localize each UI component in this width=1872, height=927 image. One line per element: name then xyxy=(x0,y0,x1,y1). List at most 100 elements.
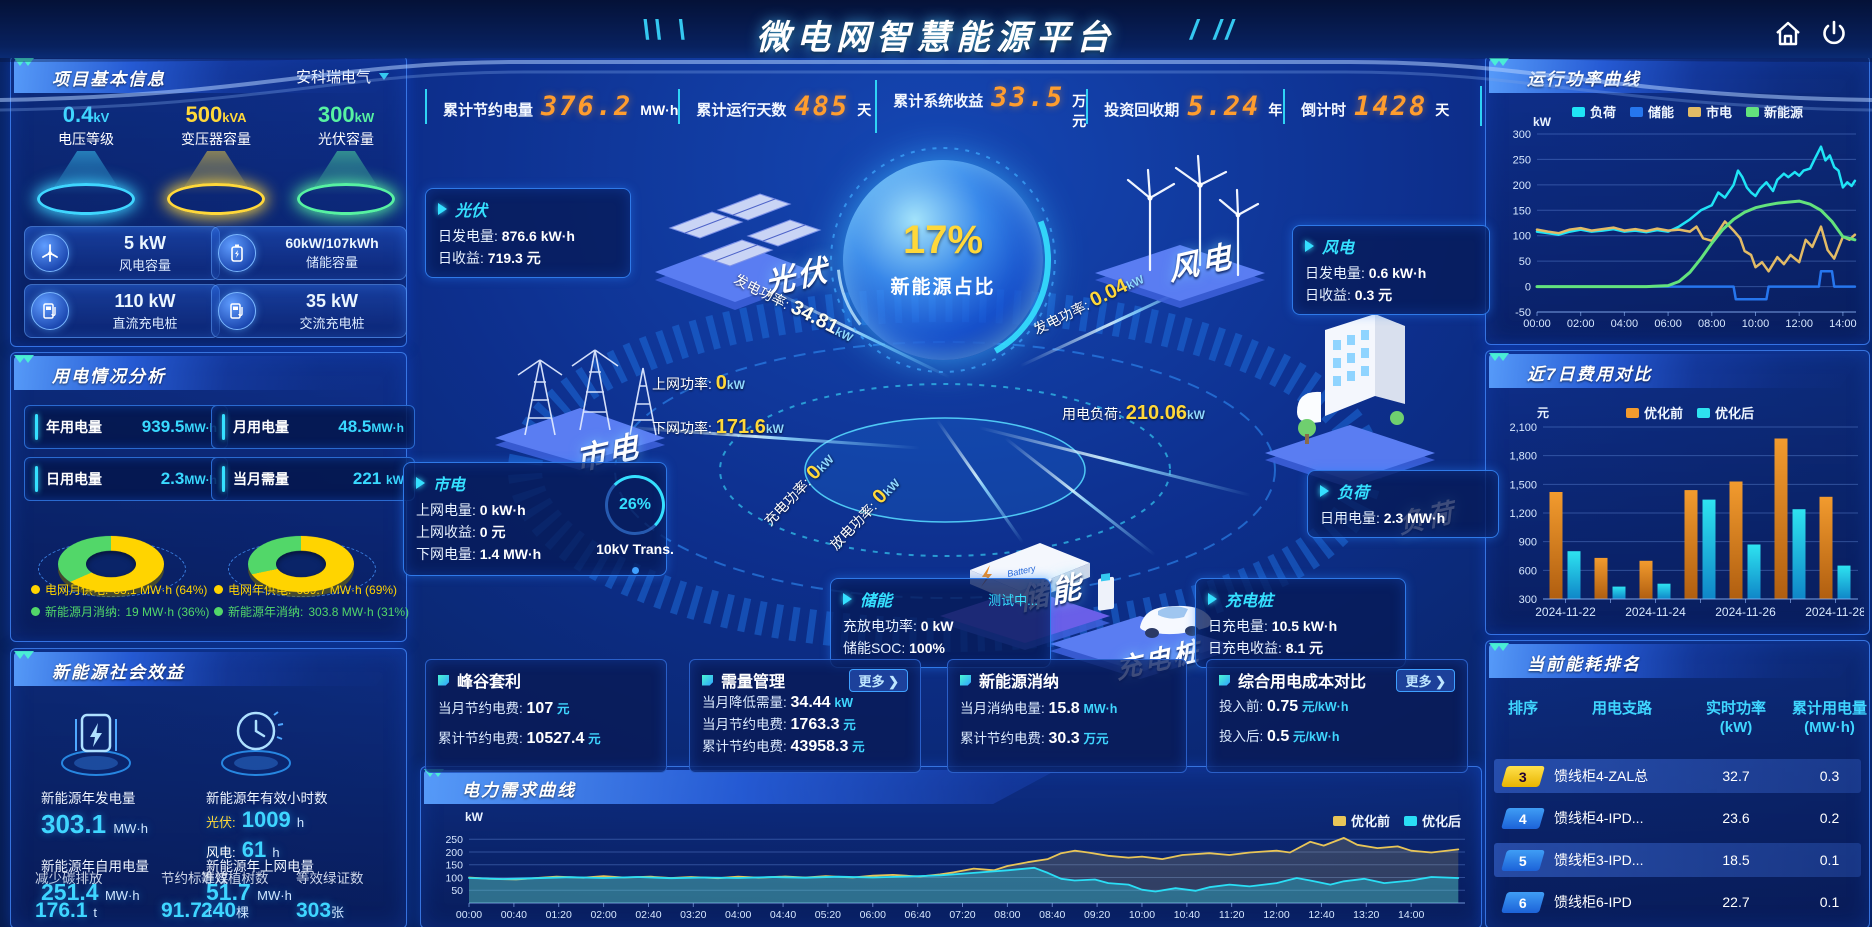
legend-newenergy-year: 新能源年消纳: 303.8 MW·h (31%) xyxy=(214,603,409,620)
svg-text:01:20: 01:20 xyxy=(546,909,572,921)
legend-item[interactable]: 优化后 xyxy=(1403,811,1461,830)
svg-text:600: 600 xyxy=(1519,565,1537,577)
svg-text:08:00: 08:00 xyxy=(1698,318,1726,330)
svg-text:14:00: 14:00 xyxy=(1398,909,1424,921)
charging-pile-icon xyxy=(218,292,256,330)
card-peak-valley: 峰谷套利 当月节约电费: 107 元 累计节约电费: 10527.4 元 xyxy=(425,659,667,773)
svg-text:02:40: 02:40 xyxy=(635,909,661,921)
wind-hours: 风电: 61 h xyxy=(206,837,280,862)
newenergy-pct-label: 新能源占比 xyxy=(890,277,996,298)
total-energy: 0.1 xyxy=(1819,894,1840,910)
svg-text:02:00: 02:00 xyxy=(590,909,616,921)
legend-grid-year: 电网年供电: 689.7 MW·h (69%) xyxy=(214,581,397,598)
table-row[interactable]: 4 馈线柜4-IPD... 23.6 0.2 xyxy=(1494,801,1861,835)
more-button[interactable]: 更多 ❯ xyxy=(1396,668,1455,692)
pv-hours: 光伏: 1009 h xyxy=(206,807,305,832)
battery-icon xyxy=(218,234,256,272)
branch-name: 馈线柜4-IPD... xyxy=(1554,810,1644,826)
legend-item[interactable]: 新能源 xyxy=(1746,102,1803,121)
flow-load: 用电负荷: 210.06kW xyxy=(1062,402,1205,424)
chevron-right-icon xyxy=(1320,485,1329,497)
chevron-down-icon xyxy=(379,73,389,80)
coal-label: 节约标准煤 xyxy=(161,871,229,886)
table-row[interactable]: 6 馈线柜6-IPD 22.7 0.1 xyxy=(1494,885,1861,919)
rank-badge: 4 xyxy=(1500,807,1546,829)
hours-label: 新能源年有效小时数 xyxy=(206,791,328,806)
donut-month xyxy=(36,503,186,603)
flow-grid-down: 下网功率: 171.6kW xyxy=(652,416,784,438)
self-use-label: 新能源年自用电量 xyxy=(41,859,149,874)
rank-badge: 6 xyxy=(1500,891,1546,913)
svg-text:2024-11-24: 2024-11-24 xyxy=(1625,605,1686,619)
page-title: 微电网智慧能源平台 xyxy=(756,19,1116,57)
svg-text:07:20: 07:20 xyxy=(949,909,975,921)
total-energy: 0.2 xyxy=(1819,810,1840,826)
svg-text:11:20: 11:20 xyxy=(1219,909,1245,921)
legend-item[interactable]: 优化前 xyxy=(1626,403,1683,422)
home-icon[interactable] xyxy=(1772,18,1804,50)
card-demand-mgmt: 需量管理 更多 ❯ 当月降低需量: 34.44 kW 当月节约电费: 1763.3… xyxy=(689,659,921,773)
beam-load xyxy=(978,426,1252,497)
legend-item[interactable]: 市电 xyxy=(1688,102,1732,121)
power-curve-chart: -50 0 50 100 150 200 250 300 00:00 02:00 04:00 06:0… xyxy=(1513,115,1857,330)
svg-text:13:20: 13:20 xyxy=(1353,909,1379,921)
info-box-storage: 储能 测试中... 充放电功率: 0 kW 储能SOC: 100% xyxy=(830,578,1051,668)
kpi-saved-energy: 累计节约电量 376.2 MW·h xyxy=(425,88,678,124)
svg-text:12:00: 12:00 xyxy=(1263,909,1289,921)
panel-usage-analysis: 用电情况分析 年用电量 939.5MW·h 月用电量 48.5MW·h 日用电量 2.… xyxy=(10,352,415,642)
legend-swatch xyxy=(1626,407,1639,418)
panel-corner-icon xyxy=(1489,58,1509,66)
power-icon[interactable] xyxy=(1818,18,1850,50)
svg-text:00:00: 00:00 xyxy=(1523,318,1551,330)
branch-name: 馈线柜6-IPD xyxy=(1554,894,1632,910)
panel-title: 近7日费用对比 xyxy=(1527,365,1653,384)
corner-square-icon xyxy=(1219,674,1230,686)
legend-swatch xyxy=(1688,106,1702,117)
gen-value: 303.1 MW·h xyxy=(41,809,148,839)
energy-pedestal-icon xyxy=(36,697,156,786)
legend-label: 新能源 xyxy=(1764,105,1804,120)
transformer-gauge: 26% 10kV Trans. xyxy=(580,475,690,574)
legend-swatch xyxy=(1697,407,1711,418)
chevron-right-icon xyxy=(843,593,852,605)
legend-label: 市电 xyxy=(1706,105,1733,120)
cost-chart-legend: 优化前 优化后 xyxy=(1626,403,1754,422)
corner-square-icon xyxy=(702,674,713,686)
stat-year-usage: 年用电量 939.5MW·h xyxy=(24,405,228,449)
svg-text:04:00: 04:00 xyxy=(1611,318,1639,330)
legend-item[interactable]: 储能 xyxy=(1630,102,1674,121)
info-box-charger: 充电桩 日充电量: 10.5 kW·h 日充电收益: 8.1 元 xyxy=(1195,578,1406,668)
legend-swatch xyxy=(1746,106,1760,117)
svg-text:150: 150 xyxy=(445,860,463,872)
demand-chart-legend: 优化前 优化后 xyxy=(1332,811,1461,830)
legend-swatch xyxy=(1572,106,1585,117)
table-row[interactable]: 5 馈线柜3-IPD... 18.5 0.1 xyxy=(1494,843,1861,877)
company-select[interactable]: 安科瑞电气 xyxy=(296,66,389,87)
kpi-income: 累计系统收益 33.5 万元 xyxy=(875,79,1086,133)
svg-text:06:40: 06:40 xyxy=(905,909,931,921)
pager-dot[interactable] xyxy=(631,567,639,574)
newenergy-pct: 17% xyxy=(902,218,984,262)
svg-text:10:00: 10:00 xyxy=(1129,909,1155,921)
svg-text:300: 300 xyxy=(1513,129,1531,141)
legend-item[interactable]: 负荷 xyxy=(1572,102,1616,121)
info-box-wind: 风电 日发电量: 0.6 kW·h 日收益: 0.3 元 xyxy=(1292,225,1490,315)
donut-year xyxy=(226,503,376,603)
legend-label: 优化前 xyxy=(1644,406,1684,421)
more-button[interactable]: 更多 ❯ xyxy=(849,668,908,692)
card-cost-compare: 综合用电成本对比 更多 ❯ 投入前: 0.75 元/kW·h 投入后: 0.5 元… xyxy=(1206,659,1468,773)
svg-text:100: 100 xyxy=(445,872,463,884)
svg-text:05:20: 05:20 xyxy=(815,909,841,921)
company-name: 安科瑞电气 xyxy=(295,69,371,86)
panel-title: 当前能耗排名 xyxy=(1527,655,1641,674)
header-band xyxy=(0,0,1872,58)
legend-item[interactable]: 优化后 xyxy=(1697,403,1754,422)
stat-month-demand: 当月需量 221 kW xyxy=(211,457,415,501)
panel-corner-icon xyxy=(1489,353,1509,361)
sphere-ring xyxy=(830,147,1056,373)
svg-text:00:00: 00:00 xyxy=(456,909,482,921)
legend-item[interactable]: 优化前 xyxy=(1332,811,1390,830)
header-deco-right: / // xyxy=(1190,14,1238,45)
table-row[interactable]: 3 馈线柜4-ZAL总 32.7 0.3 xyxy=(1494,759,1861,793)
